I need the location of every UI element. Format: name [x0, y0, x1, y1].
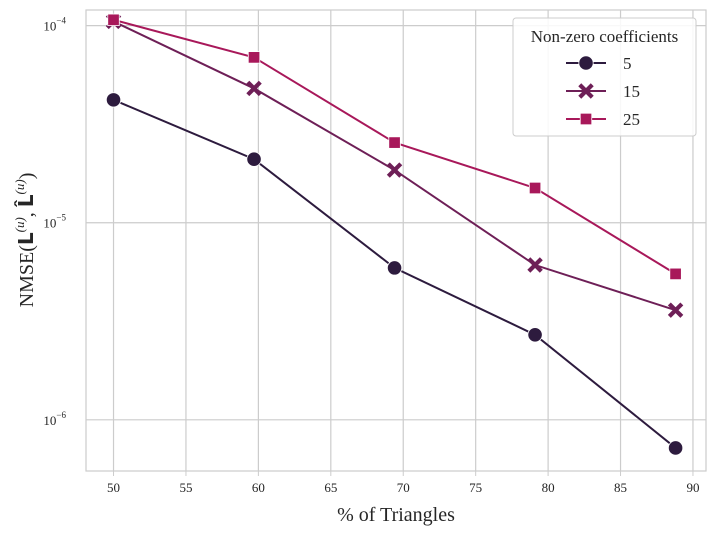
data-point [578, 83, 594, 99]
y-tick-label: 10−5 [43, 213, 66, 231]
y-tick-label: 10−6 [43, 410, 66, 428]
x-axis-ticks: 50 55 60 65 70 75 80 85 90 [107, 471, 699, 495]
data-point [667, 302, 684, 318]
y-tick-label: 10−4 [43, 16, 66, 34]
legend-entry-25: 25 [566, 110, 640, 129]
data-point [386, 260, 403, 276]
x-axis-label: % of Triangles [337, 504, 455, 526]
data-point [579, 112, 593, 126]
series-layer [105, 13, 684, 456]
x-tick-label: 70 [397, 480, 410, 495]
svg-text:NMSE(L(u), L̂(u)): NMSE(L(u), L̂(u)) [12, 173, 38, 308]
data-point [388, 136, 401, 149]
data-point [386, 162, 403, 178]
data-point [247, 51, 261, 64]
x-tick-label: 80 [542, 480, 555, 495]
data-point [246, 151, 262, 167]
x-tick-label: 55 [179, 480, 192, 495]
data-point [105, 92, 122, 108]
data-point [578, 55, 594, 71]
x-tick-label: 65 [324, 480, 337, 495]
x-tick-label: 90 [686, 480, 699, 495]
data-point [246, 80, 262, 97]
x-tick-label: 85 [614, 480, 627, 495]
legend-box [512, 17, 697, 137]
x-tick-label: 60 [252, 480, 265, 495]
series-15 [105, 13, 684, 318]
legend-label: 15 [623, 82, 640, 101]
data-point [107, 13, 120, 26]
x-tick-label: 50 [107, 480, 120, 495]
data-point [528, 181, 542, 195]
x-tick-label: 75 [469, 480, 482, 495]
data-point [667, 440, 684, 456]
legend-label: 5 [623, 54, 632, 73]
legend-label: 25 [623, 110, 640, 129]
data-point [669, 267, 682, 281]
plot-frame [85, 9, 707, 472]
legend-entry-5: 5 [566, 54, 632, 73]
y-axis-label: NMSE(L(u), L̂(u)) [12, 173, 38, 308]
series-5 [105, 92, 684, 456]
data-point [527, 327, 543, 343]
legend: Non-zero coefficients 5 15 25 [512, 17, 697, 137]
y-axis-ticks: 10−6 10−5 10−4 [43, 16, 66, 428]
data-point [527, 257, 543, 273]
legend-title: Non-zero coefficients [531, 27, 678, 46]
series-25 [107, 13, 682, 281]
legend-entry-15: 15 [566, 82, 640, 101]
